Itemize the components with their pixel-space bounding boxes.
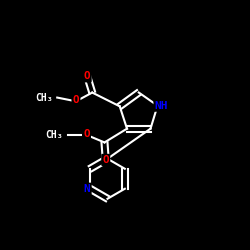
Text: N: N <box>84 184 90 194</box>
Text: O: O <box>102 155 109 165</box>
Text: CH₃: CH₃ <box>35 92 53 102</box>
Text: O: O <box>72 95 79 105</box>
Text: O: O <box>84 71 90 81</box>
Text: NH: NH <box>154 101 168 111</box>
Text: O: O <box>83 129 90 139</box>
Text: CH₃: CH₃ <box>46 130 63 140</box>
